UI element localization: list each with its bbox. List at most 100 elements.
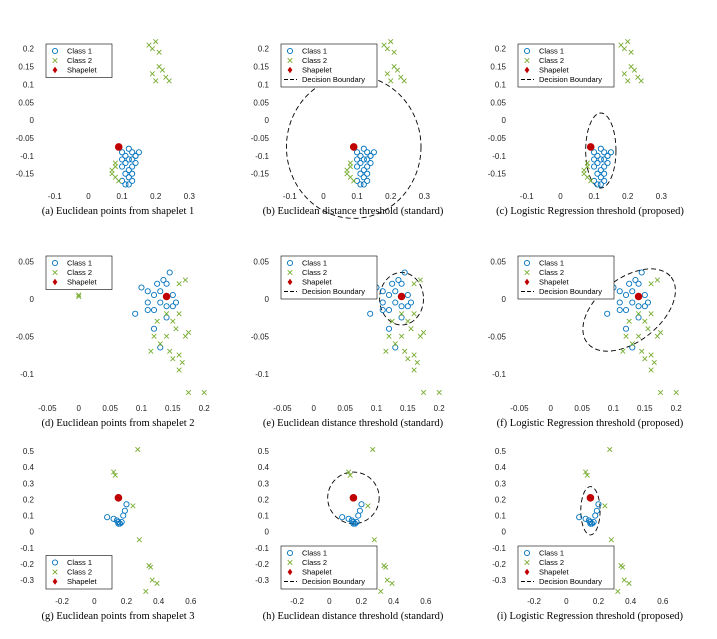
legend-label-class2: Class 2 bbox=[67, 568, 92, 577]
class1-point bbox=[354, 156, 361, 163]
class2-point bbox=[154, 318, 160, 324]
legend-label-class2: Class 2 bbox=[539, 56, 564, 65]
legend-label-boundary: Decision Boundary bbox=[302, 577, 365, 586]
class1-point bbox=[367, 310, 374, 317]
class1-point bbox=[364, 177, 371, 184]
class1-point bbox=[104, 514, 111, 521]
x-tick-label: 0.2 bbox=[622, 192, 634, 201]
class1-point bbox=[407, 299, 415, 306]
class1-point bbox=[354, 149, 361, 156]
shapelet-point bbox=[114, 143, 123, 151]
class2-point bbox=[157, 341, 163, 347]
y-tick-label: 0.15 bbox=[490, 63, 506, 72]
class1-point bbox=[125, 167, 132, 174]
class2-point bbox=[648, 352, 654, 358]
class2-point bbox=[607, 446, 613, 453]
x-tick-label: 0.4 bbox=[388, 597, 400, 606]
class1-point bbox=[364, 156, 371, 163]
class1-point bbox=[591, 156, 598, 163]
y-tick-label: -0.1 bbox=[255, 152, 269, 161]
class2-point bbox=[391, 49, 397, 55]
class1-point bbox=[116, 520, 124, 527]
legend-label-shapelet: Shapelet bbox=[67, 577, 98, 586]
class1-point bbox=[597, 174, 604, 181]
class2-point bbox=[365, 503, 371, 509]
class2-point bbox=[582, 469, 589, 475]
class1-point bbox=[356, 507, 363, 514]
x-tick-label: -0.1 bbox=[48, 192, 62, 201]
class1-point bbox=[357, 170, 364, 177]
class1-point bbox=[594, 170, 601, 177]
class1-point bbox=[635, 280, 642, 287]
class1-point bbox=[135, 149, 142, 156]
y-tick-label: 0.05 bbox=[253, 98, 269, 107]
class2-point bbox=[408, 326, 414, 332]
panel-caption: (e) Euclidean distance threshold (standa… bbox=[262, 418, 444, 429]
class2-point bbox=[625, 78, 631, 84]
class1-point bbox=[144, 306, 151, 314]
chart-panel-8: -0.2 0 0.2 0.4 0.6 -0.3 -0.2 -0.1 0 0.1 0.2 0.3 0.4 0… bbox=[235, 435, 471, 635]
y-tick-label: 0.05 bbox=[253, 257, 269, 266]
class2-point bbox=[154, 580, 160, 586]
class1-point bbox=[588, 520, 596, 527]
y-tick-label: 0.05 bbox=[18, 98, 34, 107]
class2-point bbox=[176, 352, 182, 358]
class1-point bbox=[351, 520, 359, 527]
x-tick-label: 0 bbox=[92, 597, 97, 606]
y-tick-label: -0.05 bbox=[16, 332, 35, 341]
x-tick-label: 0 bbox=[549, 404, 554, 413]
class2-point bbox=[384, 46, 390, 52]
y-tick-label: 0.1 bbox=[23, 80, 35, 89]
legend-label-class2: Class 2 bbox=[302, 56, 327, 65]
y-tick-label: 0.2 bbox=[23, 495, 35, 504]
y-tick-label: -0.2 bbox=[20, 560, 34, 569]
legend-label-class1: Class 1 bbox=[302, 549, 327, 558]
class2-point bbox=[398, 333, 405, 339]
y-tick-label: 0.05 bbox=[490, 98, 506, 107]
class2-point bbox=[405, 356, 411, 362]
class1-point bbox=[401, 269, 408, 276]
class1-point bbox=[115, 520, 122, 527]
class2-point bbox=[136, 537, 142, 543]
class2-point bbox=[384, 577, 390, 583]
scatter-plot: -0.2 0 0.2 0.4 0.6 -0.3 -0.2 -0.1 0 0.1 0.2 0.3 0.4 0… bbox=[20, 446, 197, 606]
class2-point bbox=[436, 389, 442, 396]
class2-point bbox=[584, 472, 590, 478]
legend-label-class1: Class 1 bbox=[302, 259, 327, 268]
class1-point bbox=[150, 325, 158, 332]
class1-point bbox=[364, 163, 371, 170]
class2-point bbox=[153, 78, 159, 84]
class2-point bbox=[411, 311, 417, 317]
class1-point bbox=[118, 518, 125, 526]
class2-point bbox=[411, 352, 417, 358]
class1-point bbox=[604, 152, 611, 159]
legend-label-class1: Class 1 bbox=[67, 259, 92, 268]
class2-point bbox=[401, 78, 407, 84]
x-tick-label: 0.05 bbox=[574, 404, 590, 413]
class2-point bbox=[654, 333, 660, 339]
x-tick-label: 0.05 bbox=[337, 404, 353, 413]
y-tick-label: 0.2 bbox=[23, 45, 35, 54]
scatter-plot: -0.1 0 0.1 0.2 0.3 -0.15 -0.1 -0.05 0 0.05 0.1 0.15… bbox=[251, 38, 430, 219]
class1-point bbox=[597, 167, 604, 174]
class1-point bbox=[129, 149, 136, 156]
class1-point bbox=[339, 514, 346, 521]
legend-label-class1: Class 1 bbox=[539, 259, 564, 268]
class2-point bbox=[648, 367, 654, 373]
y-tick-label: 0.2 bbox=[258, 45, 270, 54]
y-tick-label: 0.1 bbox=[258, 512, 270, 521]
class2-point bbox=[130, 503, 136, 509]
class2-point bbox=[620, 348, 626, 354]
x-tick-label: -0.2 bbox=[55, 597, 69, 606]
shapelet-point bbox=[349, 494, 358, 502]
class1-point bbox=[641, 291, 648, 299]
class2-point bbox=[648, 311, 654, 317]
legend-label-class1: Class 1 bbox=[67, 558, 92, 567]
class2-point bbox=[163, 333, 170, 339]
y-tick-label: 0.1 bbox=[23, 512, 35, 521]
class1-point bbox=[404, 303, 411, 310]
legend-label-class1: Class 1 bbox=[302, 47, 327, 56]
x-tick-label: 0.2 bbox=[671, 404, 683, 413]
